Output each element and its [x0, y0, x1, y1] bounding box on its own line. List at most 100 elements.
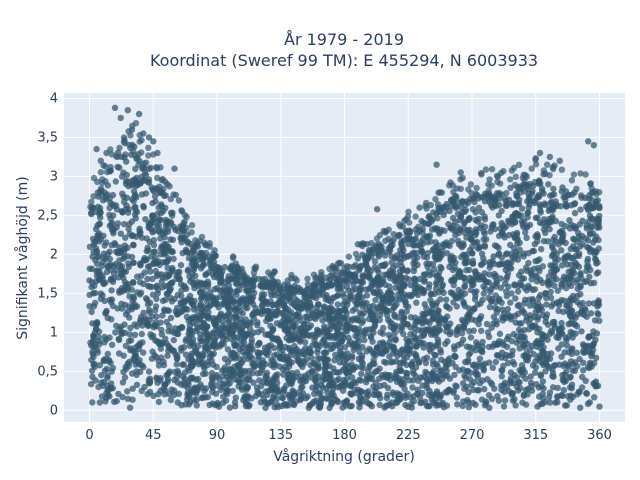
- data-point: [124, 107, 131, 114]
- data-point: [112, 202, 120, 209]
- data-point: [538, 245, 545, 253]
- data-point: [501, 234, 508, 241]
- data-point: [567, 392, 575, 399]
- data-point: [448, 237, 456, 245]
- data-point: [417, 399, 424, 407]
- data-point: [446, 375, 454, 382]
- data-point: [391, 330, 398, 337]
- data-point: [376, 390, 383, 398]
- y-tick-label: 0: [50, 403, 58, 418]
- data-point: [505, 283, 512, 290]
- data-point: [129, 385, 136, 392]
- data-point: [499, 222, 507, 229]
- data-point: [403, 308, 410, 315]
- data-point: [504, 359, 512, 367]
- data-point: [349, 307, 356, 314]
- data-point: [541, 200, 548, 207]
- data-point: [513, 374, 520, 381]
- data-point: [106, 255, 114, 263]
- data-point: [377, 262, 384, 269]
- data-point: [448, 202, 455, 210]
- data-point: [489, 221, 496, 229]
- data-point: [508, 167, 516, 174]
- data-point: [447, 320, 454, 327]
- data-point: [149, 291, 157, 298]
- data-point: [569, 276, 576, 284]
- data-point: [209, 329, 216, 336]
- data-point: [164, 181, 171, 188]
- data-point: [585, 244, 593, 252]
- data-point: [321, 308, 329, 315]
- data-point: [226, 317, 233, 324]
- data-point: [340, 354, 347, 361]
- data-point: [515, 161, 523, 168]
- data-point: [277, 286, 284, 294]
- data-point: [265, 269, 272, 276]
- data-point: [384, 391, 391, 398]
- data-point: [549, 366, 556, 373]
- data-point: [133, 323, 140, 330]
- data-point: [595, 311, 602, 318]
- data-point: [596, 224, 603, 231]
- data-point: [192, 242, 199, 250]
- data-point: [304, 275, 311, 282]
- data-point: [429, 393, 436, 400]
- data-point: [452, 228, 460, 235]
- data-point: [554, 399, 561, 406]
- data-point: [513, 339, 521, 347]
- data-point: [135, 110, 143, 118]
- data-point: [539, 378, 547, 385]
- data-point: [558, 281, 565, 288]
- data-point: [547, 192, 554, 199]
- data-point: [161, 381, 168, 388]
- data-point: [452, 192, 459, 200]
- data-point: [104, 374, 111, 381]
- data-point: [475, 204, 483, 211]
- data-point: [106, 248, 113, 255]
- data-point: [454, 210, 462, 217]
- data-point: [202, 249, 210, 257]
- data-point: [532, 324, 540, 331]
- data-point: [507, 369, 515, 376]
- data-point: [540, 237, 548, 245]
- data-point: [524, 340, 531, 348]
- data-point: [589, 346, 597, 354]
- data-point: [521, 333, 528, 341]
- data-point: [249, 294, 257, 301]
- data-point: [517, 368, 525, 376]
- data-point: [302, 339, 309, 346]
- data-point: [398, 322, 405, 329]
- data-point: [582, 171, 589, 178]
- data-point: [508, 338, 516, 345]
- data-point: [549, 244, 556, 251]
- data-point: [267, 311, 274, 318]
- data-point: [266, 283, 273, 290]
- data-point: [304, 285, 311, 293]
- data-point: [472, 292, 479, 300]
- data-point: [192, 272, 199, 279]
- data-point: [99, 197, 107, 204]
- data-point: [480, 367, 487, 374]
- data-point: [163, 220, 170, 227]
- data-point: [550, 185, 557, 193]
- data-point: [423, 381, 430, 389]
- data-point: [562, 377, 569, 385]
- data-point: [95, 338, 103, 345]
- data-point: [272, 312, 280, 319]
- data-point: [500, 403, 508, 410]
- data-point: [326, 404, 333, 412]
- data-point: [93, 260, 101, 267]
- data-point: [182, 351, 190, 358]
- data-point: [379, 292, 386, 299]
- data-point: [229, 254, 237, 262]
- data-point: [302, 372, 309, 379]
- data-point: [269, 277, 276, 284]
- data-point: [94, 267, 101, 274]
- data-point: [174, 355, 181, 362]
- data-point: [313, 274, 320, 281]
- data-point: [238, 299, 245, 306]
- data-point: [394, 314, 401, 321]
- data-point: [143, 317, 150, 324]
- data-point: [151, 193, 159, 200]
- data-point: [92, 325, 100, 333]
